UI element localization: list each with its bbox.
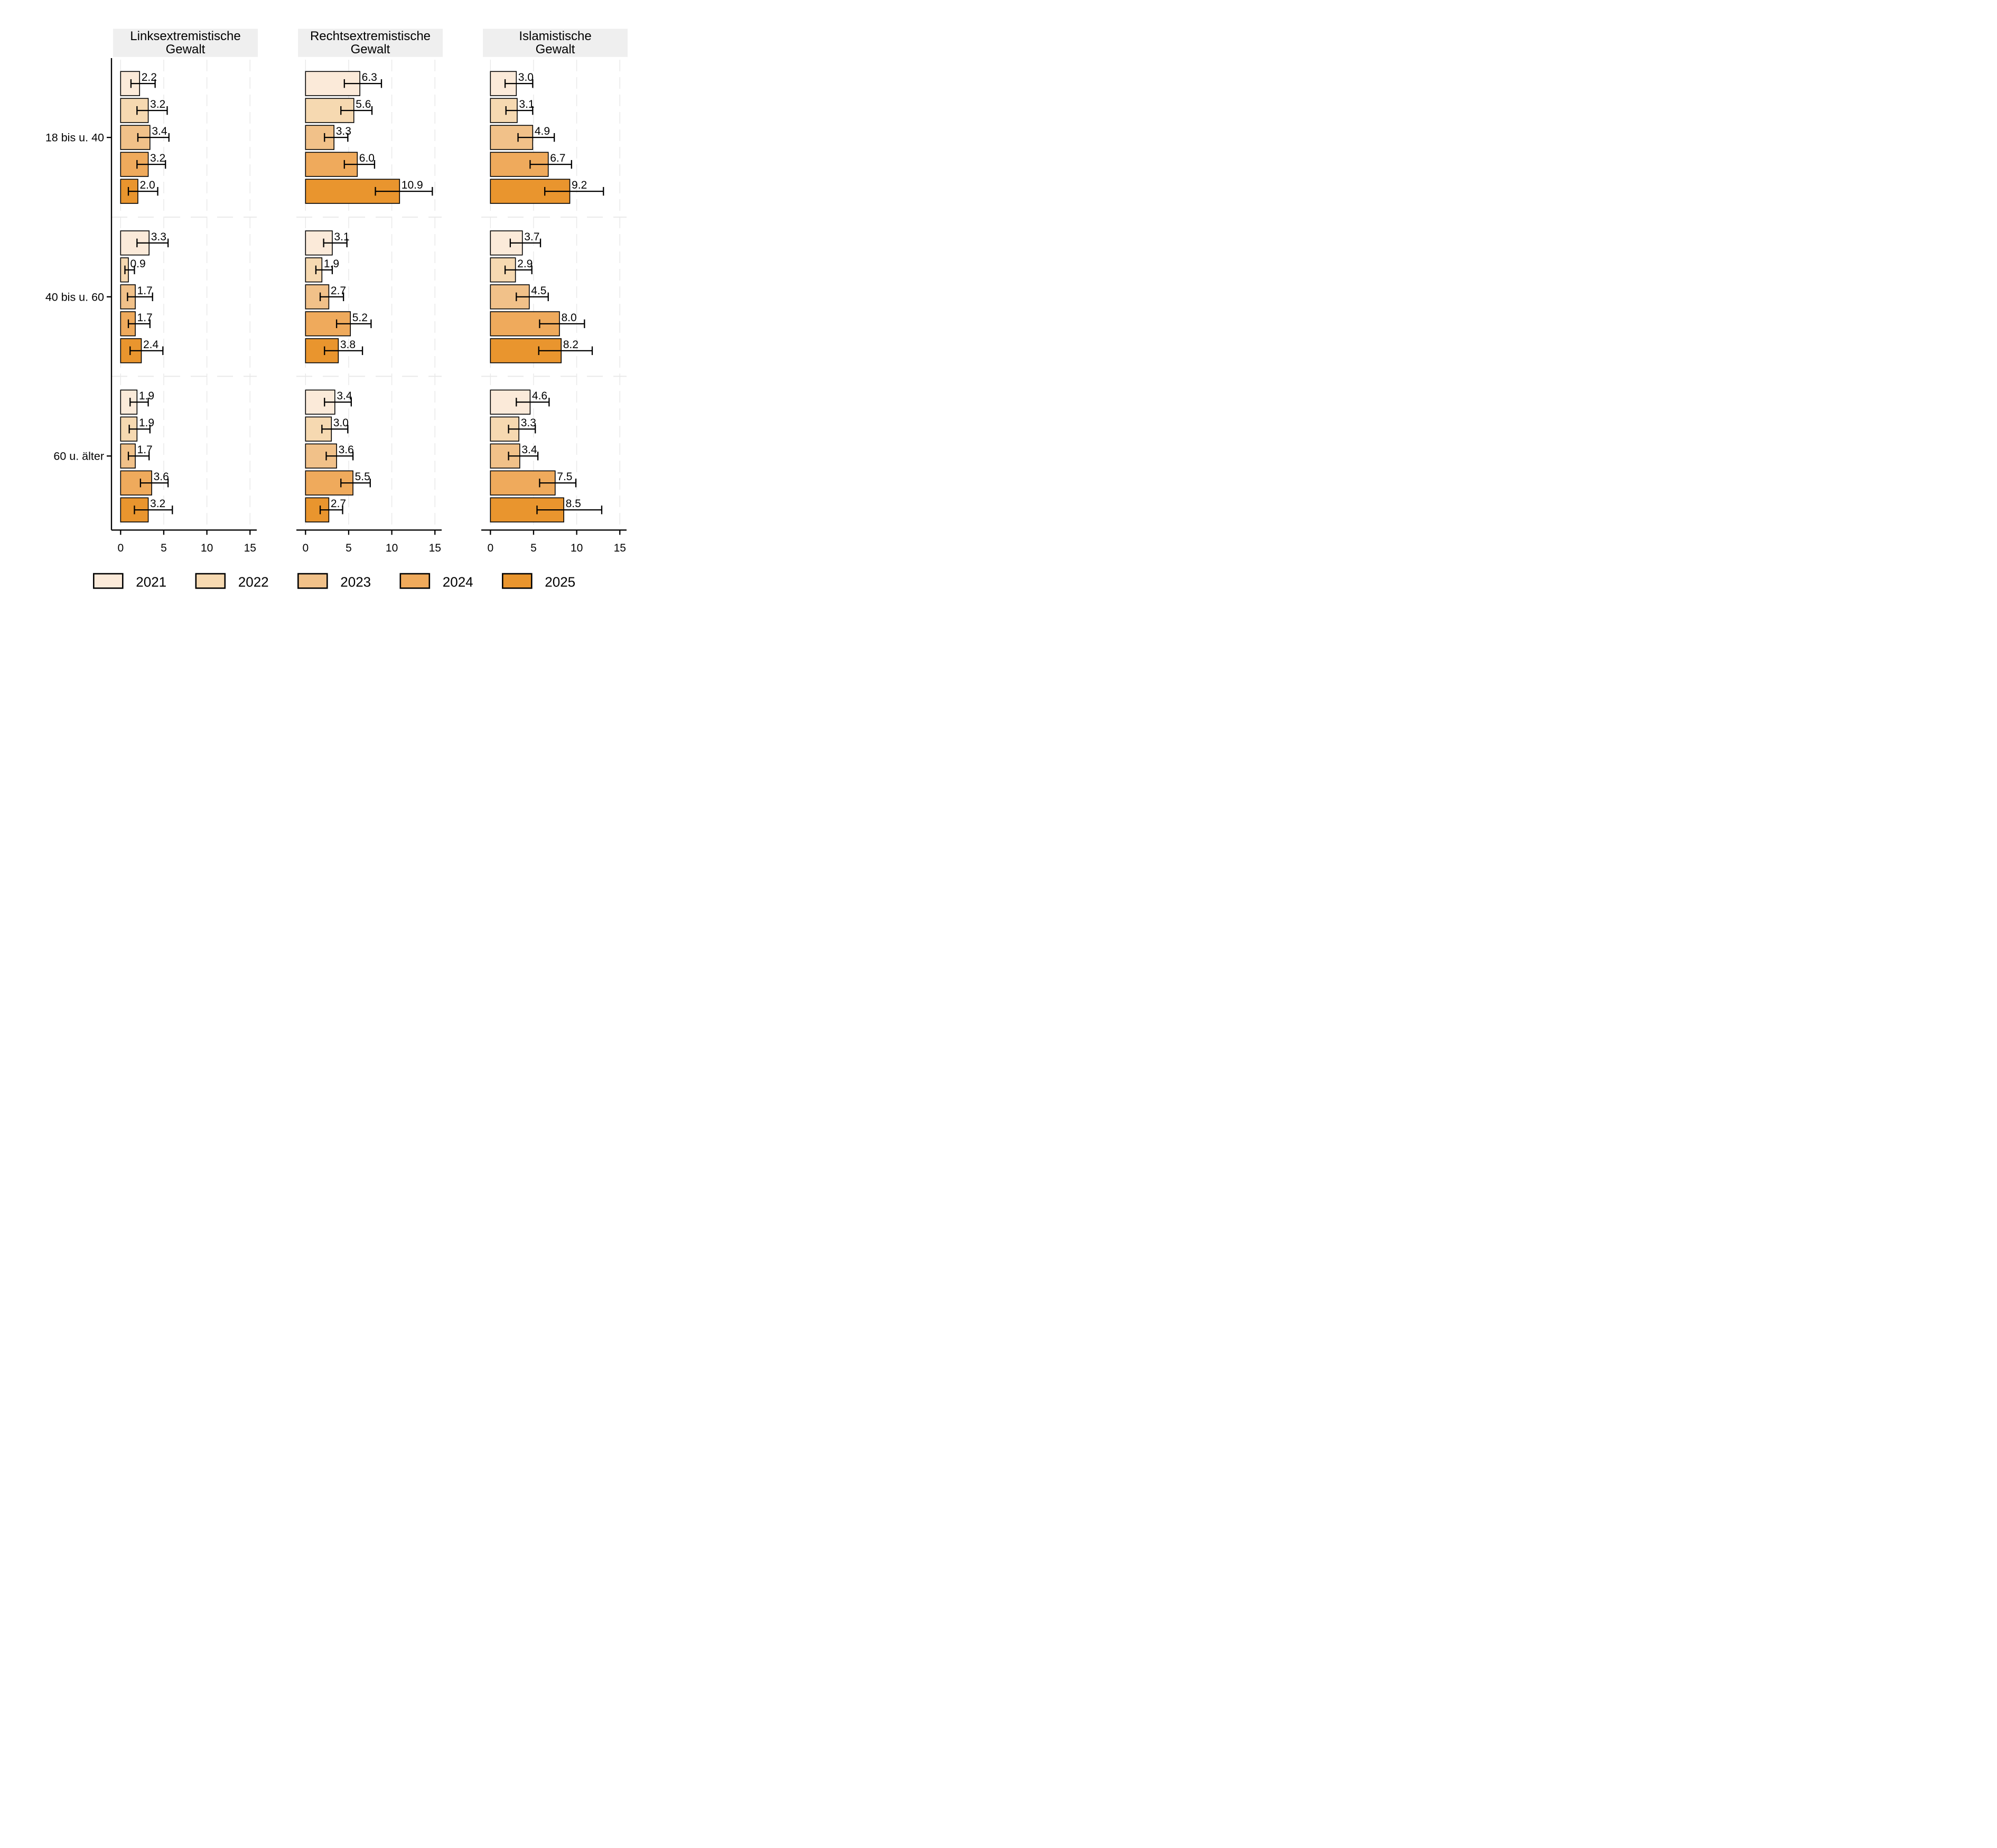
bar-value-label: 4.5 — [531, 285, 546, 297]
bar-value-label: 7.5 — [557, 471, 572, 483]
bar-value-label: 1.9 — [324, 258, 339, 270]
bar-value-label: 6.3 — [362, 71, 377, 83]
bar-value-label: 3.4 — [521, 444, 537, 456]
x-axis-tick-label: 10 — [571, 542, 583, 554]
bar-value-label: 3.6 — [154, 471, 169, 483]
x-axis-tick-label: 10 — [386, 542, 398, 554]
x-axis-tick-label: 15 — [244, 542, 256, 554]
x-axis-tick-label: 5 — [161, 542, 167, 554]
bar-value-label: 3.6 — [339, 444, 354, 456]
bar-value-label: 5.2 — [352, 312, 368, 324]
bar-value-label: 8.2 — [563, 339, 578, 351]
bar-value-label: 3.3 — [336, 125, 351, 137]
bar-value-label: 3.7 — [524, 231, 539, 243]
age-group-label: 40 bis u. 60 — [45, 291, 104, 303]
bar-value-label: 2.7 — [331, 498, 346, 510]
bar-value-label: 2.0 — [139, 179, 155, 191]
bar-value-label: 3.0 — [333, 417, 349, 429]
bar-value-label: 9.2 — [572, 179, 587, 191]
bar-value-label: 10.9 — [402, 179, 423, 191]
bar-value-label: 8.5 — [566, 498, 581, 510]
x-axis-tick-label: 5 — [346, 542, 352, 554]
panel-header — [483, 29, 628, 57]
bar-value-label: 3.1 — [519, 98, 534, 110]
extremism-violence-figure: Linksextremistische Gewalt 2.2 3.2 3.4 3.2 2.0… — [0, 0, 666, 616]
bar-value-label: 2.2 — [142, 71, 157, 83]
panel-header — [298, 29, 443, 57]
x-axis-tick-label: 0 — [302, 542, 309, 554]
legend-label-2023: 2023 — [340, 574, 371, 590]
bar-value-label: 3.2 — [150, 498, 165, 510]
bar-value-label: 3.4 — [337, 390, 352, 402]
legend-label-2022: 2022 — [238, 574, 269, 590]
bar-value-label: 2.7 — [331, 285, 346, 297]
panel-title-line: Gewalt — [166, 42, 206, 57]
bar-value-label: 6.7 — [550, 152, 565, 164]
bar-value-label: 0.9 — [130, 258, 145, 270]
bar-value-label: 3.0 — [518, 71, 534, 83]
legend-swatch-2024 — [399, 573, 431, 589]
bar-value-label: 3.2 — [150, 98, 165, 110]
bar-value-label: 2.9 — [517, 258, 533, 270]
bar-value-label: 4.6 — [532, 390, 547, 402]
bar-value-label: 3.8 — [340, 339, 356, 351]
bar-value-label: 1.9 — [139, 390, 154, 402]
bar-value-label: 5.6 — [356, 98, 371, 110]
x-axis-tick-label: 0 — [117, 542, 124, 554]
bar-value-label: 5.5 — [355, 471, 370, 483]
legend-swatch-2025 — [501, 573, 533, 589]
panel-title-line: Rechtsextremistische — [310, 29, 431, 43]
panel-title-line: Gewalt — [536, 42, 575, 57]
bar-value-label: 1.7 — [137, 444, 153, 456]
legend-swatch-2022 — [195, 573, 226, 589]
bar-value-label: 1.7 — [137, 312, 153, 324]
panel-title-line: Islamistische — [519, 29, 591, 43]
legend-swatch-2021 — [93, 573, 124, 589]
bar-value-label: 3.4 — [152, 125, 167, 137]
bar-value-label: 3.3 — [151, 231, 166, 243]
age-group-label: 18 bis u. 40 — [45, 132, 104, 144]
legend-label-2025: 2025 — [545, 574, 575, 590]
bar-value-label: 6.0 — [359, 152, 375, 164]
bar-value-label: 3.3 — [521, 417, 536, 429]
x-axis-tick-label: 15 — [614, 542, 626, 554]
panel-header — [113, 29, 258, 57]
legend-label-2021: 2021 — [136, 574, 166, 590]
grouped-bar-chart: LinksextremistischeGewalt2.23.23.43.22.0… — [0, 0, 666, 616]
bar-value-label: 2.4 — [143, 339, 159, 351]
bar-value-label: 3.2 — [150, 152, 165, 164]
panel-title-line: Gewalt — [351, 42, 390, 57]
x-axis-tick-label: 15 — [429, 542, 441, 554]
bar-value-label: 1.7 — [137, 285, 153, 297]
bar-value-label: 3.1 — [334, 231, 349, 243]
legend-swatch-2023 — [297, 573, 328, 589]
x-axis-tick-label: 10 — [201, 542, 213, 554]
x-axis-tick-label: 5 — [530, 542, 537, 554]
bar-value-label: 1.9 — [139, 417, 154, 429]
panel-title-line: Linksextremistische — [130, 29, 240, 43]
bar-value-label: 4.9 — [535, 125, 550, 137]
bar-value-label: 8.0 — [561, 312, 576, 324]
age-group-label: 60 u. älter — [53, 450, 104, 463]
x-axis-tick-label: 0 — [487, 542, 493, 554]
legend-label-2024: 2024 — [443, 574, 473, 590]
